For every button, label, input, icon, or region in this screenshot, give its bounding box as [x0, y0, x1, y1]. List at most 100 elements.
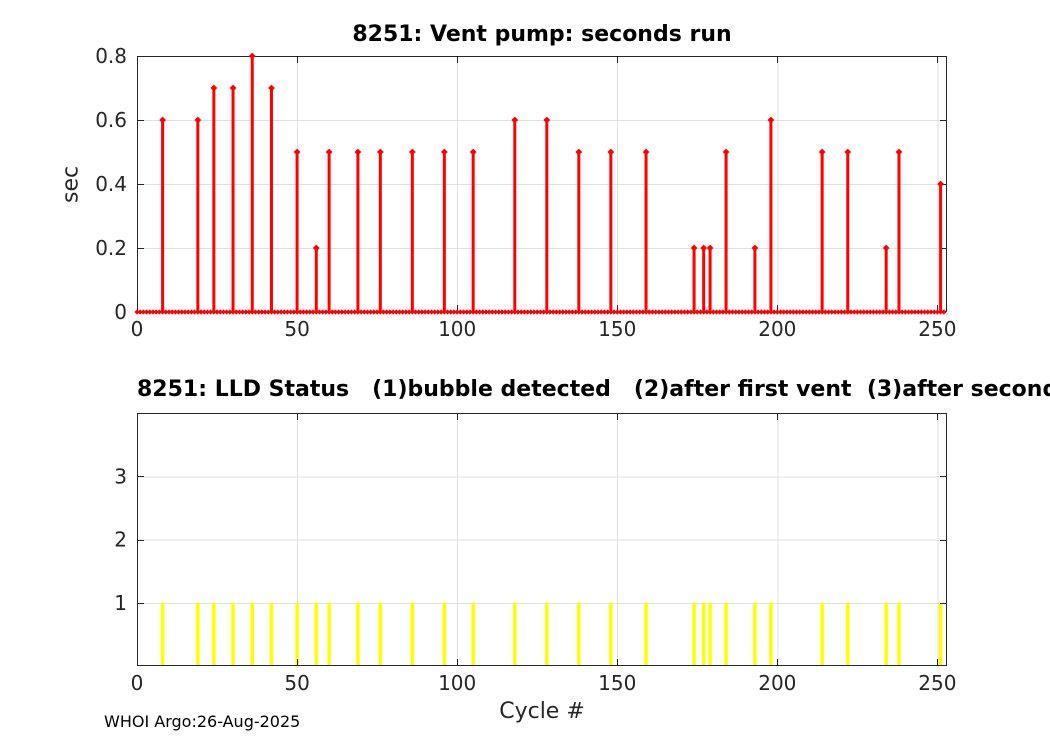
zero-marker	[592, 309, 598, 315]
zero-marker	[188, 309, 195, 315]
zero-marker	[787, 309, 793, 315]
zero-marker	[864, 309, 870, 315]
zero-marker	[675, 309, 681, 315]
zero-marker	[297, 309, 303, 315]
zero-marker	[688, 309, 694, 315]
zero-marker	[448, 309, 454, 315]
zero-marker	[406, 309, 412, 315]
stem-marker	[895, 148, 903, 156]
zero-marker	[416, 309, 422, 315]
zero-marker	[755, 309, 761, 315]
zero-marker	[412, 309, 419, 315]
status-bar	[884, 602, 888, 666]
zero-marker	[454, 309, 460, 315]
stem-marker	[882, 244, 890, 252]
status-bar	[212, 602, 216, 666]
status-bar	[410, 602, 415, 666]
zero-marker	[457, 309, 463, 315]
zero-marker	[841, 309, 848, 315]
lld-status-title: 8251: LLD Status (1)bubble detected (2)a…	[137, 377, 1050, 402]
zero-marker	[300, 309, 307, 315]
zero-marker	[851, 309, 857, 315]
zero-marker	[704, 309, 710, 315]
stem-marker	[469, 148, 477, 156]
zero-marker	[854, 309, 860, 315]
status-bar	[513, 602, 517, 666]
zero-marker	[438, 309, 444, 315]
stem-marker	[607, 148, 615, 156]
zero-marker	[480, 309, 486, 315]
y-tick-label: 0.6	[95, 108, 127, 132]
zero-marker	[288, 309, 294, 315]
zero-marker	[656, 309, 662, 315]
zero-marker	[758, 309, 764, 315]
zero-marker	[140, 309, 147, 315]
zero-marker	[208, 309, 214, 315]
zero-marker	[902, 309, 908, 315]
zero-marker	[889, 309, 896, 315]
zero-marker	[553, 309, 560, 315]
zero-marker	[665, 309, 672, 315]
stem-marker	[408, 148, 416, 156]
zero-marker	[172, 309, 179, 315]
zero-marker	[473, 309, 479, 315]
axes-box	[137, 413, 947, 666]
zero-marker	[214, 309, 220, 315]
zero-marker	[342, 309, 348, 315]
status-bar	[644, 602, 648, 666]
zero-marker	[899, 309, 905, 315]
zero-marker	[348, 309, 355, 315]
zero-marker	[265, 309, 271, 315]
vent-pump-plot: 0 50 100 150 200 250 0 0.2 0.4 0.6 0.8	[95, 44, 956, 341]
sec-axis-label: sec	[58, 165, 84, 203]
stem-marker	[159, 116, 167, 124]
zero-marker	[262, 309, 268, 315]
zero-marker	[396, 309, 403, 315]
zero-marker	[832, 309, 838, 315]
zero-marker	[425, 309, 431, 315]
zero-marker	[598, 309, 604, 315]
zero-marker	[339, 309, 345, 315]
zero-marker	[534, 309, 540, 315]
zero-marker	[496, 309, 502, 315]
zero-marker	[329, 309, 335, 315]
zero-marker	[733, 309, 739, 315]
stem-marker	[194, 116, 202, 124]
zero-marker	[150, 309, 156, 315]
zero-marker	[547, 309, 553, 315]
zero-marker	[419, 309, 425, 315]
zero-marker	[557, 309, 563, 315]
status-bar	[196, 602, 200, 666]
stem-marker	[210, 84, 218, 92]
zero-marker	[541, 309, 547, 315]
x-tick-label: 250	[918, 317, 956, 341]
zero-marker	[307, 309, 313, 315]
status-bar	[160, 602, 165, 666]
zero-marker	[867, 309, 873, 315]
zero-marker	[566, 309, 572, 315]
zero-marker	[224, 309, 230, 315]
zero-marker	[368, 309, 374, 315]
zero-marker	[877, 309, 883, 315]
stem-marker	[268, 84, 275, 92]
zero-marker	[278, 309, 284, 315]
zero-marker	[240, 309, 246, 315]
y-tick-label: 0	[114, 300, 127, 324]
zero-marker	[560, 309, 566, 315]
zero-marker	[921, 309, 928, 315]
zero-marker	[790, 309, 796, 315]
zero-marker	[489, 309, 495, 315]
zero-marker	[918, 309, 924, 315]
footer-watermark: WHOI Argo:26-Aug-2025	[104, 712, 301, 731]
zero-marker	[444, 309, 451, 315]
zero-marker	[672, 309, 678, 315]
zero-marker	[531, 309, 537, 315]
zero-marker	[941, 309, 947, 315]
zero-marker	[432, 309, 438, 315]
zero-marker	[256, 309, 262, 315]
zero-marker	[777, 309, 784, 315]
zero-marker	[166, 309, 172, 315]
zero-marker	[765, 309, 771, 315]
zero-marker	[717, 309, 723, 315]
zero-marker	[624, 309, 630, 315]
